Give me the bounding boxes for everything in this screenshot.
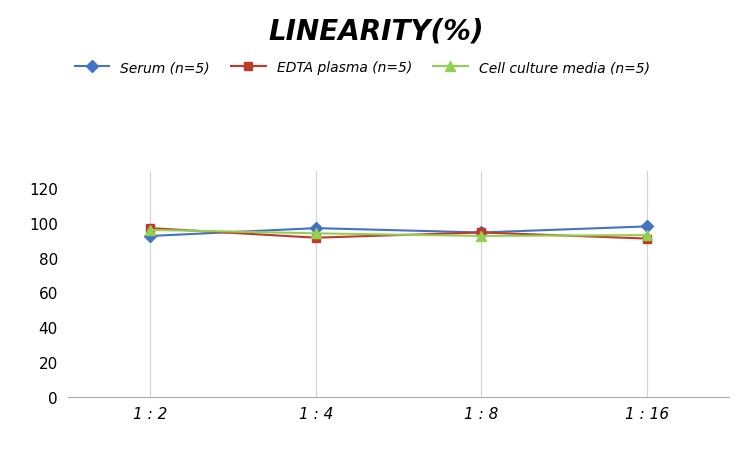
EDTA plasma (n=5) (146, 226, 155, 231)
Cell culture media (n=5) (642, 233, 651, 238)
EDTA plasma (n=5) (477, 230, 486, 236)
Serum (n=5) (642, 224, 651, 230)
Cell culture media (n=5) (146, 228, 155, 233)
EDTA plasma (n=5) (642, 236, 651, 242)
Serum (n=5) (311, 226, 320, 231)
Cell culture media (n=5) (477, 234, 486, 239)
Serum (n=5) (146, 234, 155, 239)
Line: Serum (n=5): Serum (n=5) (146, 223, 651, 240)
Line: Cell culture media (n=5): Cell culture media (n=5) (146, 226, 651, 241)
Legend: Serum (n=5), EDTA plasma (n=5), Cell culture media (n=5): Serum (n=5), EDTA plasma (n=5), Cell cul… (74, 61, 650, 75)
Cell culture media (n=5) (311, 231, 320, 236)
EDTA plasma (n=5) (311, 235, 320, 241)
Text: LINEARITY(%): LINEARITY(%) (268, 18, 484, 46)
Line: EDTA plasma (n=5): EDTA plasma (n=5) (146, 225, 651, 243)
Serum (n=5) (477, 230, 486, 236)
